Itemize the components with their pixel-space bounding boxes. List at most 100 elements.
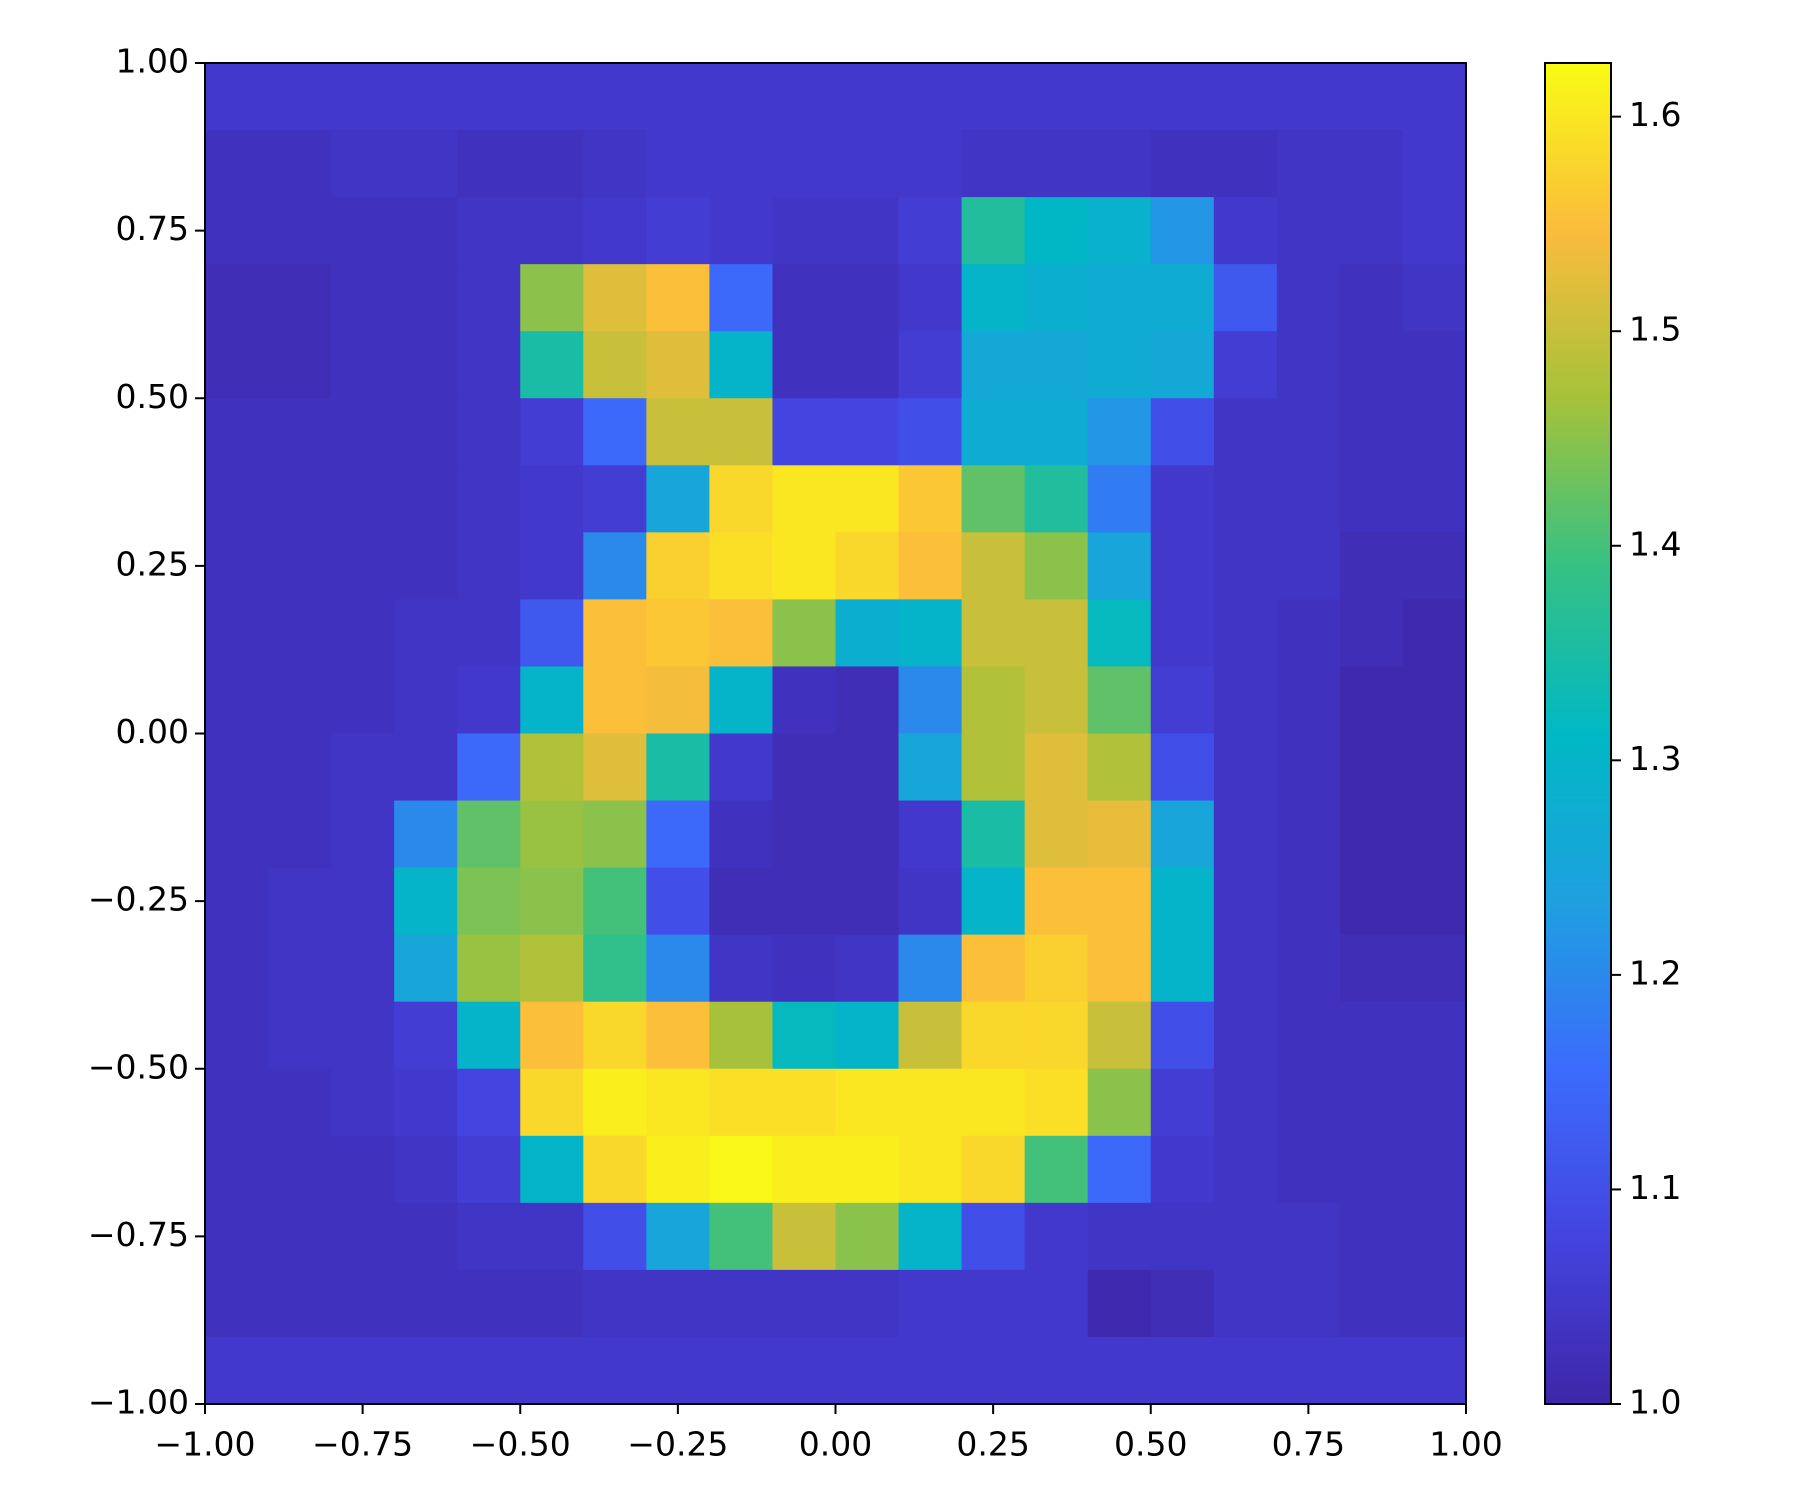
heatmap-cell xyxy=(772,130,837,198)
y-tick-label: −1.00 xyxy=(88,1383,189,1422)
heatmap-cell xyxy=(268,934,332,1003)
heatmap-cell xyxy=(520,331,584,399)
heatmap-cell xyxy=(646,532,710,600)
heatmap-cell xyxy=(520,1269,584,1338)
heatmap-cell xyxy=(1087,666,1152,735)
x-tick-label: −0.25 xyxy=(627,1425,728,1464)
heatmap-cell xyxy=(583,130,647,198)
heatmap-cell xyxy=(646,733,710,802)
heatmap-cell xyxy=(394,398,458,466)
heatmap-cell xyxy=(583,331,647,399)
heatmap-cell xyxy=(1402,1269,1467,1338)
heatmap-cell xyxy=(709,1336,774,1405)
heatmap-cell xyxy=(646,465,710,533)
heatmap-cell xyxy=(709,264,774,332)
heatmap-cell xyxy=(772,1001,837,1070)
heatmap-cell xyxy=(331,398,395,466)
heatmap-cell xyxy=(457,63,521,131)
heatmap-cell xyxy=(1339,197,1404,265)
heatmap-cell xyxy=(268,532,332,600)
heatmap-cell xyxy=(835,331,900,399)
x-tick-label: 0.75 xyxy=(1272,1425,1345,1464)
heatmap-cell xyxy=(1402,1202,1467,1271)
y-tick-label: −0.25 xyxy=(88,880,189,919)
heatmap-cell xyxy=(1087,1202,1152,1271)
heatmap-cell xyxy=(961,1336,1026,1405)
heatmap-cell xyxy=(1339,1135,1404,1204)
heatmap-cell xyxy=(1024,63,1089,131)
heatmap-cell xyxy=(1276,733,1341,802)
heatmap-cell xyxy=(205,1336,269,1405)
heatmap-cell xyxy=(898,1135,963,1204)
heatmap-cell xyxy=(1024,398,1089,466)
heatmap-cell xyxy=(1402,532,1467,600)
heatmap-cell xyxy=(331,1135,395,1204)
heatmap-cell xyxy=(772,1068,837,1137)
heatmap-cell xyxy=(205,63,269,131)
heatmap-cell xyxy=(1276,1336,1341,1405)
heatmap-cell xyxy=(520,532,584,600)
heatmap-cell xyxy=(457,532,521,600)
heatmap-cell xyxy=(1339,934,1404,1003)
heatmap-cell xyxy=(268,666,332,735)
heatmap-cell xyxy=(961,599,1026,668)
heatmap-cell xyxy=(394,800,458,869)
heatmap-cell xyxy=(331,599,395,668)
heatmap-cell xyxy=(331,1336,395,1405)
heatmap-cell xyxy=(268,1336,332,1405)
heatmap-cell xyxy=(457,197,521,265)
heatmap-cell xyxy=(772,800,837,869)
heatmap-cell xyxy=(1276,934,1341,1003)
y-tick-label: 0.75 xyxy=(116,209,189,248)
heatmap-cell xyxy=(1339,599,1404,668)
heatmap-cell xyxy=(457,1269,521,1338)
heatmap-cell xyxy=(394,1135,458,1204)
heatmap-cell xyxy=(457,1202,521,1271)
colorbar-tick-label: 1.6 xyxy=(1629,95,1681,134)
heatmap-cell xyxy=(1213,867,1278,936)
heatmap-cell xyxy=(835,1068,900,1137)
heatmap-cell xyxy=(394,1202,458,1271)
heatmap-cell xyxy=(205,934,269,1003)
heatmap-cell xyxy=(1276,264,1341,332)
heatmap-cell xyxy=(1213,264,1278,332)
heatmap-cell xyxy=(1150,331,1215,399)
heatmap-cell xyxy=(1024,867,1089,936)
heatmap-cell xyxy=(1024,1336,1089,1405)
heatmap-cell xyxy=(394,599,458,668)
heatmap-cell xyxy=(394,197,458,265)
heatmap-cell xyxy=(583,666,647,735)
heatmap-cell xyxy=(898,264,963,332)
heatmap-cell xyxy=(331,130,395,198)
heatmap-cell xyxy=(646,197,710,265)
heatmap-cell xyxy=(331,1202,395,1271)
heatmap-cell xyxy=(1024,800,1089,869)
heatmap-cell xyxy=(1402,331,1467,399)
heatmap-cell xyxy=(1213,733,1278,802)
heatmap-cell xyxy=(1087,1135,1152,1204)
heatmap-cell xyxy=(961,1202,1026,1271)
heatmap-cell xyxy=(772,331,837,399)
heatmap-cell xyxy=(583,532,647,600)
heatmap-cell xyxy=(772,1202,837,1271)
heatmap-cell xyxy=(1150,532,1215,600)
heatmap-cell xyxy=(583,733,647,802)
heatmap-cell xyxy=(709,733,774,802)
heatmap-cell xyxy=(1276,532,1341,600)
heatmap-cell xyxy=(1087,63,1152,131)
heatmap-cell xyxy=(1150,398,1215,466)
heatmap-cell xyxy=(835,130,900,198)
heatmap-cell xyxy=(646,1202,710,1271)
colorbar-tick-label: 1.3 xyxy=(1629,739,1681,778)
heatmap-cell xyxy=(1024,130,1089,198)
y-tick-label: 0.50 xyxy=(116,377,189,416)
heatmap-cell xyxy=(1213,532,1278,600)
heatmap-cell xyxy=(709,666,774,735)
heatmap-cell xyxy=(268,398,332,466)
heatmap-cell xyxy=(835,1269,900,1338)
heatmap-cell xyxy=(709,1001,774,1070)
heatmap-cell xyxy=(457,1135,521,1204)
y-tick-label: −0.50 xyxy=(88,1047,189,1086)
heatmap-cell xyxy=(772,867,837,936)
heatmap-cell xyxy=(1213,1001,1278,1070)
